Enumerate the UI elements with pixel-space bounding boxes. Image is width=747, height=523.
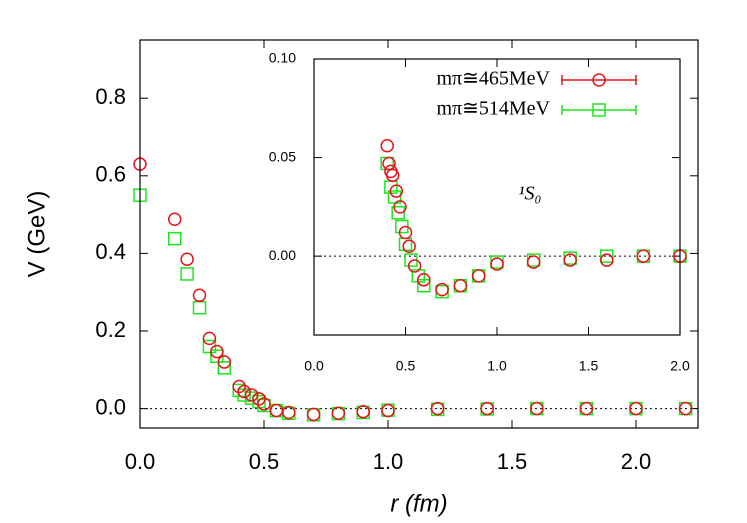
point <box>167 231 182 246</box>
point <box>530 401 544 416</box>
y-tick-label: 0.00 <box>269 247 296 263</box>
point <box>244 391 259 405</box>
y-tick-label: 0.6 <box>95 162 126 187</box>
point <box>417 278 431 293</box>
point <box>453 278 468 293</box>
point <box>563 253 577 267</box>
point <box>217 355 232 369</box>
point <box>402 239 416 254</box>
x-tick-label: 0.5 <box>249 449 280 474</box>
x-axis-title: r (fm) <box>390 490 447 517</box>
point <box>210 344 224 359</box>
axes-frame <box>313 58 681 336</box>
x-tick-label: 1.5 <box>579 358 599 374</box>
point <box>526 255 541 269</box>
point <box>202 339 217 354</box>
point <box>629 401 643 416</box>
x-tick-label: 1.0 <box>487 358 507 374</box>
point <box>167 212 182 227</box>
point <box>430 401 445 416</box>
point <box>381 403 395 418</box>
point <box>385 168 400 183</box>
point <box>600 249 614 263</box>
point <box>417 273 431 287</box>
point <box>382 156 396 171</box>
point <box>282 405 296 420</box>
point <box>579 401 594 416</box>
point <box>393 200 407 214</box>
point <box>380 138 394 153</box>
axes-frame <box>139 39 699 429</box>
x-tick-label: 1.5 <box>497 449 528 474</box>
point <box>244 388 259 402</box>
y-tick-label: 0.8 <box>95 84 126 109</box>
legend-marker <box>592 73 606 87</box>
y-tick-label: 0.0 <box>95 394 126 419</box>
point <box>636 249 651 263</box>
x-tick-label: 1.0 <box>373 449 404 474</box>
point <box>490 257 504 271</box>
point <box>389 184 404 198</box>
point <box>407 259 422 273</box>
x-tick-label: 0.5 <box>396 358 416 374</box>
y-tick-label: 0.10 <box>269 50 296 66</box>
point <box>257 397 271 411</box>
y-tick-label: 0.2 <box>95 317 126 342</box>
point <box>192 288 207 303</box>
point <box>398 225 413 240</box>
point <box>232 383 246 398</box>
point <box>306 407 321 422</box>
x-tick-label: 2.0 <box>670 358 690 374</box>
point <box>480 401 494 416</box>
point <box>252 392 266 406</box>
y-tick-label: 0.4 <box>95 239 126 264</box>
legend-text: mπ≅514MeV <box>436 98 550 120</box>
point <box>202 331 217 346</box>
y-axis-title: V (GeV) <box>23 191 50 278</box>
point <box>678 401 693 416</box>
x-tick-label: 0.0 <box>304 358 324 374</box>
x-tick-label: 2.0 <box>621 449 652 474</box>
point <box>356 404 370 419</box>
point <box>331 406 346 421</box>
x-tick-label: 0.0 <box>125 449 156 474</box>
point <box>471 269 486 283</box>
plot-area <box>314 59 680 335</box>
point <box>237 384 251 399</box>
y-tick-label: 0.05 <box>269 148 296 164</box>
point <box>435 282 449 297</box>
legend-text: mπ≅465MeV <box>436 68 550 90</box>
point <box>180 267 194 281</box>
point <box>180 252 194 266</box>
annotation: ¹S₀ <box>519 183 542 205</box>
point <box>600 253 614 267</box>
legend-marker <box>592 103 606 117</box>
point <box>217 361 232 375</box>
point <box>232 379 246 394</box>
point <box>391 206 405 220</box>
